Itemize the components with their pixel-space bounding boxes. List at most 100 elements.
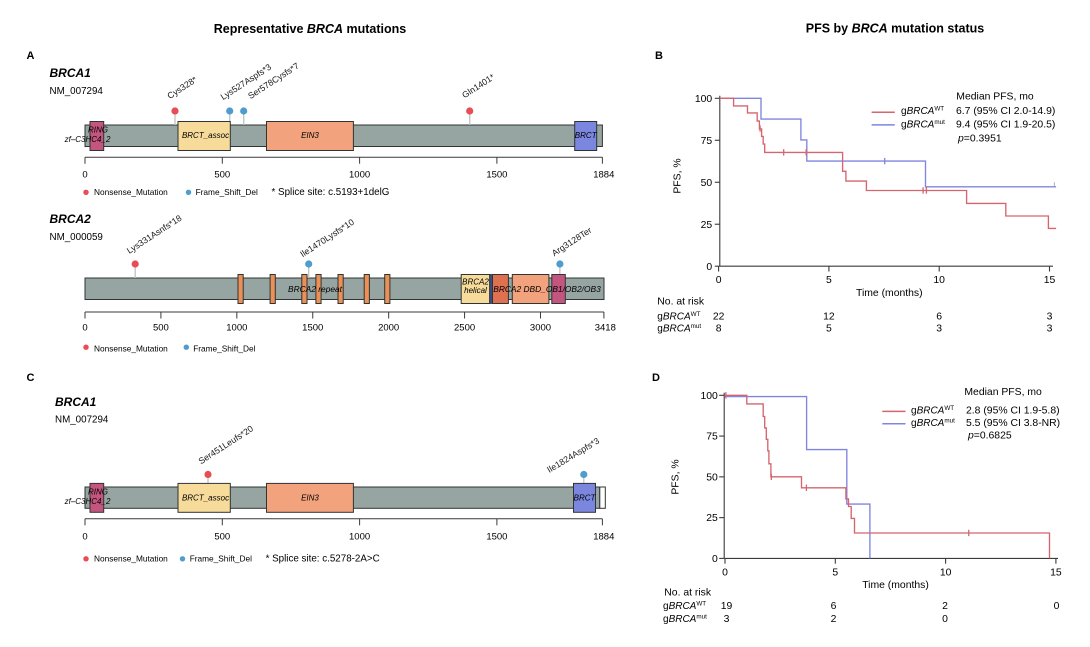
svg-text:NM_000059: NM_000059 bbox=[50, 232, 103, 243]
svg-text:A: A bbox=[27, 50, 35, 62]
svg-text:0: 0 bbox=[82, 323, 87, 334]
svg-text:6: 6 bbox=[831, 601, 837, 612]
svg-text:B: B bbox=[655, 50, 663, 62]
svg-text:0: 0 bbox=[712, 554, 718, 565]
svg-text:5.5 (95% CI 3.8-NR): 5.5 (95% CI 3.8-NR) bbox=[966, 418, 1060, 429]
svg-text:gBRCAmut: gBRCAmut bbox=[663, 613, 707, 625]
svg-text:500: 500 bbox=[153, 323, 169, 334]
svg-text:50: 50 bbox=[701, 178, 713, 189]
svg-text:gBRCAWT: gBRCAWT bbox=[663, 600, 706, 612]
svg-text:PFS, %: PFS, % bbox=[673, 158, 684, 193]
svg-text:1884: 1884 bbox=[593, 532, 614, 543]
svg-text:BRCA2: BRCA2 bbox=[50, 212, 92, 226]
svg-text:1500: 1500 bbox=[486, 532, 507, 543]
svg-text:9.4 (95% CI 1.9-20.5): 9.4 (95% CI 1.9-20.5) bbox=[956, 119, 1055, 130]
svg-text:25: 25 bbox=[706, 513, 718, 524]
svg-text:gBRCAmut: gBRCAmut bbox=[901, 119, 945, 131]
svg-text:NM_007294: NM_007294 bbox=[55, 415, 109, 426]
svg-text:12: 12 bbox=[823, 312, 835, 323]
svg-text:75: 75 bbox=[706, 432, 718, 443]
svg-text:3: 3 bbox=[1047, 312, 1053, 323]
svg-text:No. at risk: No. at risk bbox=[664, 588, 712, 599]
svg-text:No. at risk: No. at risk bbox=[657, 297, 705, 308]
svg-text:BRCT_assoc: BRCT_assoc bbox=[182, 493, 229, 502]
svg-text:C: C bbox=[27, 372, 35, 384]
svg-text:Nonsense_Mutation: Nonsense_Mutation bbox=[94, 344, 168, 354]
svg-text:2500: 2500 bbox=[454, 323, 475, 334]
svg-text:* Splice site: c.5193+1delG: * Splice site: c.5193+1delG bbox=[272, 187, 390, 198]
svg-text:Nonsense_Mutation: Nonsense_Mutation bbox=[94, 187, 168, 197]
svg-text:helical: helical bbox=[464, 286, 487, 295]
svg-text:3: 3 bbox=[724, 614, 730, 625]
svg-text:19: 19 bbox=[721, 601, 733, 612]
svg-text:gBRCAmut: gBRCAmut bbox=[911, 418, 955, 430]
svg-text:p=0.3951: p=0.3951 bbox=[957, 133, 1002, 144]
svg-text:PFS, %: PFS, % bbox=[671, 459, 682, 494]
svg-text:0: 0 bbox=[722, 568, 728, 579]
svg-text:100: 100 bbox=[695, 94, 713, 105]
svg-text:BRCT: BRCT bbox=[574, 493, 597, 502]
svg-text:2: 2 bbox=[831, 614, 837, 625]
svg-text:Median PFS, mo: Median PFS, mo bbox=[964, 387, 1042, 398]
svg-text:1500: 1500 bbox=[302, 323, 323, 334]
svg-text:10: 10 bbox=[940, 568, 952, 579]
svg-text:8: 8 bbox=[716, 324, 722, 335]
svg-text:15: 15 bbox=[1044, 275, 1056, 286]
svg-text:zf–C3HC4_2: zf–C3HC4_2 bbox=[64, 135, 111, 144]
svg-text:2.8 (95% CI 1.9-5.8): 2.8 (95% CI 1.9-5.8) bbox=[966, 406, 1060, 417]
svg-text:3: 3 bbox=[936, 324, 942, 335]
svg-text:3: 3 bbox=[1047, 324, 1053, 335]
svg-text:Time (months): Time (months) bbox=[862, 580, 929, 591]
svg-text:Time (months): Time (months) bbox=[856, 288, 923, 299]
svg-text:0: 0 bbox=[82, 170, 87, 181]
svg-text:15: 15 bbox=[1050, 568, 1062, 579]
svg-text:p=0.6825: p=0.6825 bbox=[967, 431, 1012, 442]
svg-text:6: 6 bbox=[936, 312, 942, 323]
svg-text:Median PFS, mo: Median PFS, mo bbox=[956, 91, 1034, 102]
svg-text:BRCT_assoc: BRCT_assoc bbox=[182, 131, 229, 140]
svg-text:RING: RING bbox=[88, 126, 108, 135]
svg-text:BRCA2 repeat: BRCA2 repeat bbox=[288, 284, 343, 294]
svg-text:EIN3: EIN3 bbox=[301, 493, 319, 502]
svg-text:PFS by BRCA mutation status: PFS by BRCA mutation status bbox=[806, 22, 985, 36]
svg-text:* Splice site: c.5278-2A>C: * Splice site: c.5278-2A>C bbox=[266, 554, 380, 565]
svg-text:D: D bbox=[652, 372, 660, 384]
svg-text:Frame_Shift_Del: Frame_Shift_Del bbox=[196, 187, 258, 197]
svg-text:1000: 1000 bbox=[349, 170, 370, 181]
svg-text:0: 0 bbox=[82, 532, 87, 543]
svg-text:gBRCAWT: gBRCAWT bbox=[911, 405, 954, 417]
svg-text:5: 5 bbox=[826, 275, 832, 286]
svg-text:500: 500 bbox=[214, 532, 230, 543]
svg-text:6.7 (95% CI 2.0-14.9): 6.7 (95% CI 2.0-14.9) bbox=[956, 106, 1055, 117]
svg-text:1500: 1500 bbox=[486, 170, 507, 181]
svg-text:BRCA1: BRCA1 bbox=[55, 395, 97, 409]
svg-text:3000: 3000 bbox=[530, 323, 551, 334]
svg-text:BRCA2 DBD_OB1/OB2/OB3: BRCA2 DBD_OB1/OB2/OB3 bbox=[493, 284, 601, 294]
svg-text:25: 25 bbox=[701, 220, 713, 231]
svg-text:3418: 3418 bbox=[595, 323, 616, 334]
svg-text:50: 50 bbox=[706, 472, 718, 483]
svg-text:BRCA2: BRCA2 bbox=[462, 277, 489, 286]
svg-text:Representative BRCA mutations: Representative BRCA mutations bbox=[214, 22, 406, 36]
svg-text:Nonsense_Mutation: Nonsense_Mutation bbox=[94, 554, 168, 564]
svg-text:1000: 1000 bbox=[349, 532, 370, 543]
svg-text:75: 75 bbox=[701, 136, 713, 147]
svg-text:RING: RING bbox=[88, 488, 108, 497]
svg-text:22: 22 bbox=[713, 312, 725, 323]
svg-text:0: 0 bbox=[942, 614, 948, 625]
svg-text:1884: 1884 bbox=[593, 170, 614, 181]
svg-text:5: 5 bbox=[832, 568, 838, 579]
svg-text:Frame_Shift_Del: Frame_Shift_Del bbox=[190, 554, 252, 564]
svg-text:EIN3: EIN3 bbox=[301, 131, 319, 140]
svg-text:5: 5 bbox=[826, 324, 832, 335]
svg-text:NM_007294: NM_007294 bbox=[50, 86, 104, 97]
svg-text:500: 500 bbox=[214, 170, 230, 181]
svg-text:Frame_Shift_Del: Frame_Shift_Del bbox=[193, 344, 255, 354]
svg-text:0: 0 bbox=[716, 275, 722, 286]
svg-text:2000: 2000 bbox=[378, 323, 399, 334]
svg-text:2: 2 bbox=[942, 601, 948, 612]
svg-text:100: 100 bbox=[700, 391, 718, 402]
svg-text:gBRCAWT: gBRCAWT bbox=[901, 106, 944, 118]
svg-text:0: 0 bbox=[706, 262, 712, 273]
svg-text:10: 10 bbox=[933, 275, 945, 286]
